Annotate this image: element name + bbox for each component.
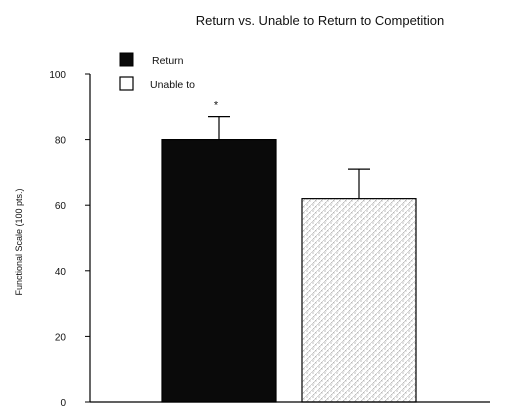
y-tick-label: 40: [55, 267, 67, 278]
bar-0: [161, 139, 277, 403]
legend-label-return: Return: [152, 55, 184, 67]
y-axis-label: Functional Scale (100 pts.): [14, 188, 24, 295]
legend-swatch-unable: [119, 76, 134, 91]
legend: Return Unable to: [119, 52, 195, 91]
y-tick-label: 80: [55, 136, 67, 147]
y-tick-label: 20: [55, 332, 67, 343]
y-tick-label: 100: [49, 70, 66, 81]
legend-swatch-return: [119, 52, 134, 67]
legend-label-unable: Unable to: [150, 79, 195, 91]
chart-title: Return vs. Unable to Return to Competiti…: [196, 13, 445, 28]
y-tick-label: 0: [60, 398, 66, 408]
bar-1: [301, 198, 417, 403]
y-tick-label: 60: [55, 201, 67, 212]
significance-marker: *: [214, 100, 219, 112]
